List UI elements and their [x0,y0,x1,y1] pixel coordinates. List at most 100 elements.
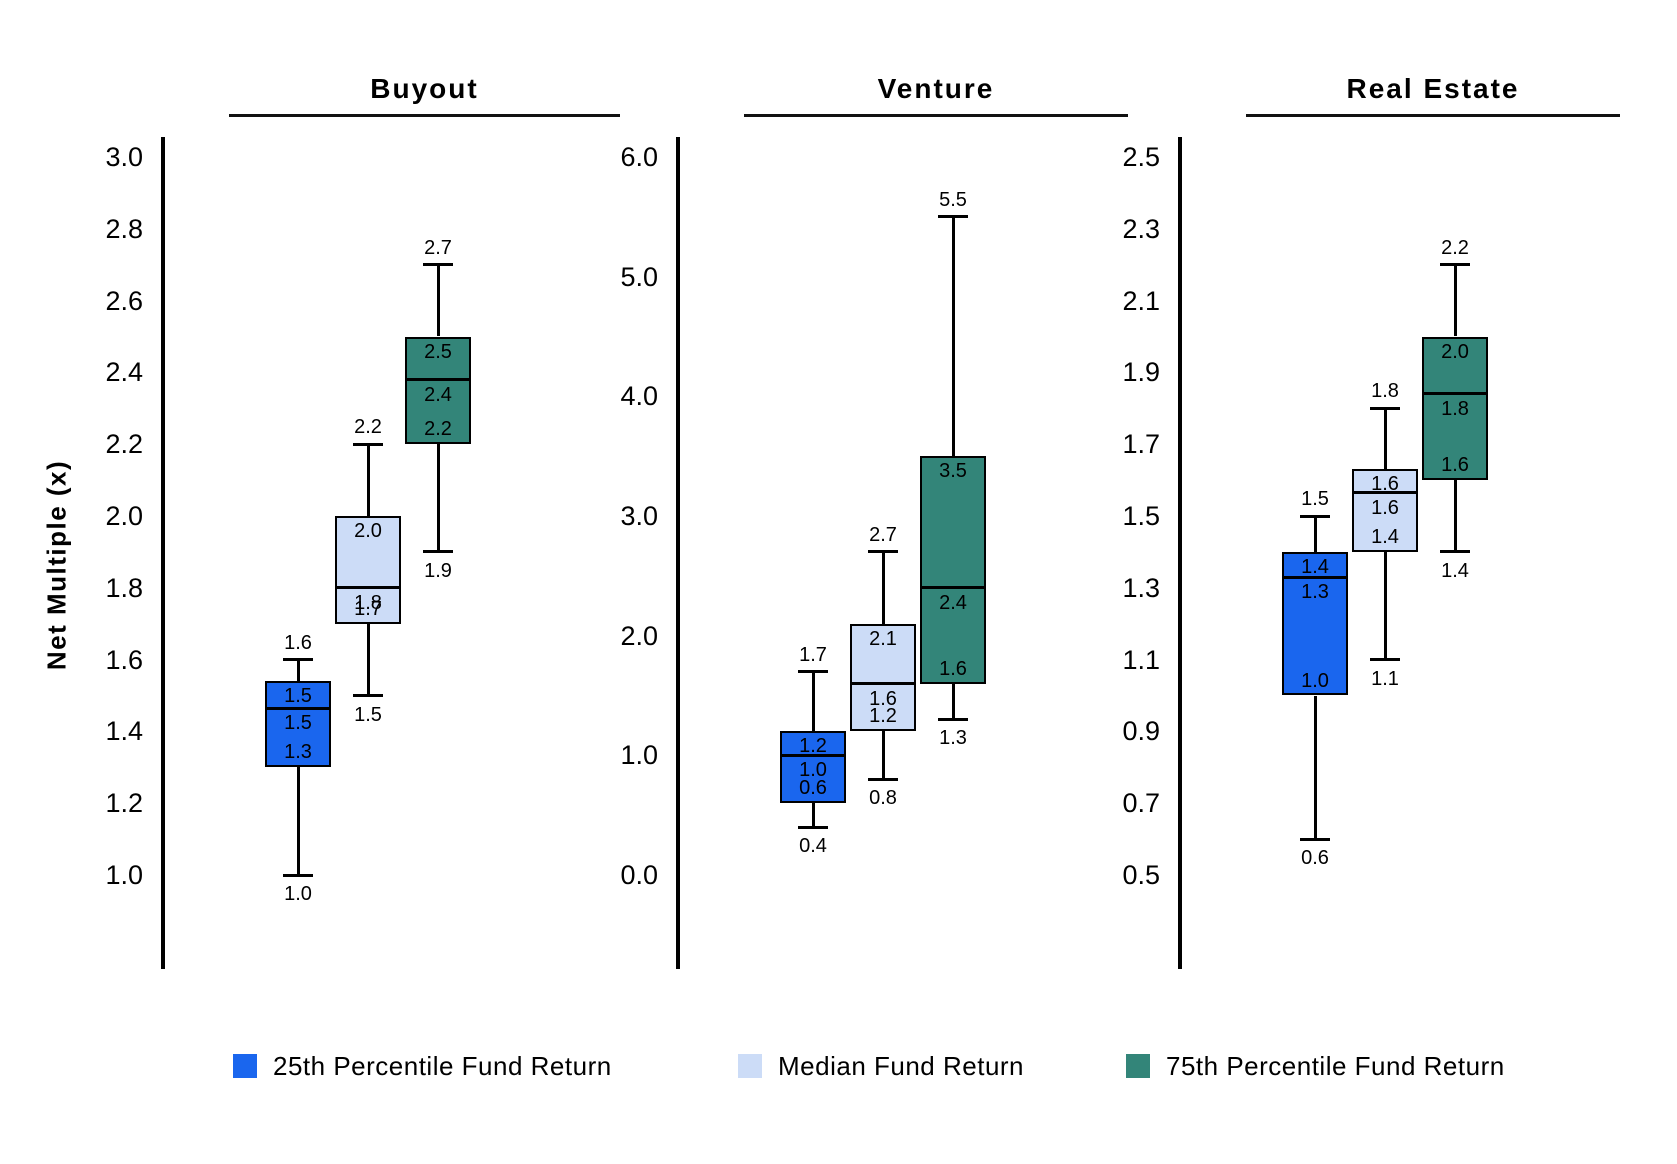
box-25th-percentile [265,681,331,768]
box-25th-percentile-median-label: 1.0 [799,759,827,782]
box-25th-percentile-whisker-high-line [296,659,300,682]
legend-item: 25th Percentile Fund Return [233,1052,612,1080]
box-25th-percentile-q1-label: 1.0 [1301,669,1329,692]
box-median [335,516,401,624]
box-median-whisker-low-line [1383,551,1387,660]
box-median-whisker-low-line [881,731,885,780]
box-median-whisker-high-label: 1.8 [1371,380,1399,403]
y-axis-tick-label: 2.4 [105,357,143,388]
box-75th-percentile-whisker-low-label: 1.4 [1441,559,1469,582]
legend-label: 75th Percentile Fund Return [1166,1051,1505,1081]
box-25th-percentile-median-line [1282,575,1348,579]
legend-swatch-median [738,1054,762,1078]
box-75th-percentile [920,456,986,684]
panel-title: Buyout [370,73,479,104]
y-axis-tick-label: 0.0 [620,860,658,890]
box-25th-percentile-median-label: 1.5 [284,712,312,735]
box-75th-percentile-median-label: 1.8 [1441,397,1469,420]
box-75th-percentile-q3-label: 2.5 [424,340,452,363]
y-axis-tick-label: 2.0 [620,620,658,651]
box-median-q3-label: 2.0 [354,520,382,542]
panel-title-underline [744,114,1128,117]
box-75th-percentile-q3-label: 2.0 [1441,340,1469,363]
box-25th-percentile-q1-label: 1.3 [284,741,312,764]
box-median-whisker-low-label: 1.1 [1371,667,1399,690]
box-25th-percentile-whisker-low-cap [1300,837,1330,841]
box-median-whisker-low-label: 1.5 [354,703,382,726]
box-75th-percentile-median-line [1422,392,1488,396]
box-75th-percentile-whisker-low-cap [938,717,968,721]
box-25th-percentile-whisker-low-label: 0.6 [1301,847,1329,870]
box-25th-percentile-whisker-high-line [811,671,815,732]
box-25th-percentile-whisker-low-cap [798,825,828,829]
box-25th-percentile-whisker-low-label: 1.0 [284,883,312,905]
box-75th-percentile-whisker-high-label: 2.7 [424,236,452,259]
box-median-whisker-low-line [366,623,370,696]
box-75th-percentile-q1-label: 1.6 [1441,454,1469,477]
box-median-whisker-high-cap [353,442,383,446]
y-axis-tick-label: 1.3 [1122,572,1160,603]
box-25th-percentile-whisker-low-line [1313,695,1317,840]
box-25th-percentile-whisker-high-cap [798,670,828,674]
box-75th-percentile-whisker-low-line [436,444,440,552]
box-25th-percentile-whisker-low-line [811,803,815,828]
box-75th-percentile [1422,336,1488,481]
box-25th-percentile-whisker-high-cap [283,658,313,662]
box-75th-percentile [405,336,471,445]
box-75th-percentile-whisker-low-line [1453,480,1457,552]
y-axis-tick-label: 0.5 [1122,860,1160,890]
box-median [1352,469,1418,552]
box-75th-percentile-q3-label: 3.5 [939,460,967,483]
y-axis-tick-label: 2.3 [1122,213,1160,244]
box-25th-percentile-whisker-high-line [1313,516,1317,552]
box-75th-percentile-whisker-low-cap [1440,550,1470,554]
box-75th-percentile-whisker-high-cap [938,215,968,219]
box-75th-percentile-whisker-high-line [951,216,955,457]
box-median-q1-label: 1.4 [1371,525,1399,548]
box-75th-percentile-whisker-high-cap [1440,263,1470,267]
panel-title: Venture [877,73,995,104]
box-75th-percentile-whisker-high-label: 5.5 [939,188,967,211]
y-axis-tick-label: 1.6 [105,644,143,675]
box-75th-percentile-median-line [405,378,471,382]
box-75th-percentile-median-label: 2.4 [939,591,967,614]
box-median-q3-label: 2.1 [869,627,897,650]
box-25th-percentile-median-line [265,706,331,710]
box-75th-percentile-whisker-high-line [1453,264,1457,337]
box-25th-percentile-whisker-low-cap [283,873,313,877]
box-25th-percentile-median-label: 1.3 [1301,581,1329,604]
box-median-whisker-high-line [1383,408,1387,470]
y-axis-tick-label: 3.0 [105,142,143,172]
box-median-q3-label: 1.6 [1371,473,1399,496]
box-median-median-line [850,682,916,686]
box-median-whisker-high-label: 2.7 [869,523,897,546]
box-median [850,623,916,732]
y-axis-tick-label: 0.7 [1122,788,1160,819]
box-25th-percentile-whisker-high-label: 1.7 [799,643,827,666]
y-axis-line [676,137,680,969]
box-75th-percentile-q1-label: 2.2 [424,418,452,441]
box-25th-percentile-whisker-high-label: 1.5 [1301,488,1329,510]
y-axis-tick-label: 1.1 [1122,644,1160,675]
box-25th-percentile [780,731,846,804]
y-axis-tick-label: 5.0 [620,261,658,292]
panel-title-underline [229,114,620,117]
y-axis-line [161,137,165,969]
box-median-q1-label: 1.2 [869,705,897,728]
box-median-whisker-low-label: 0.8 [869,787,897,810]
box-median-whisker-high-cap [868,550,898,554]
box-75th-percentile-whisker-low-label: 1.9 [424,559,452,582]
y-axis-tick-label: 1.2 [105,788,143,819]
box-75th-percentile-median-line [920,586,986,590]
box-25th-percentile-whisker-low-line [296,767,300,875]
panel-title-underline [1246,114,1620,117]
y-axis-tick-label: 2.2 [105,429,143,460]
box-median-whisker-high-line [366,444,370,516]
box-25th-percentile-whisker-high-cap [1300,514,1330,518]
y-axis-tick-label: 1.4 [105,716,143,747]
box-median-median-line [1352,491,1418,495]
legend-label: 25th Percentile Fund Return [273,1051,612,1081]
y-axis-line [1178,137,1182,969]
box-median-whisker-low-cap [353,694,383,697]
